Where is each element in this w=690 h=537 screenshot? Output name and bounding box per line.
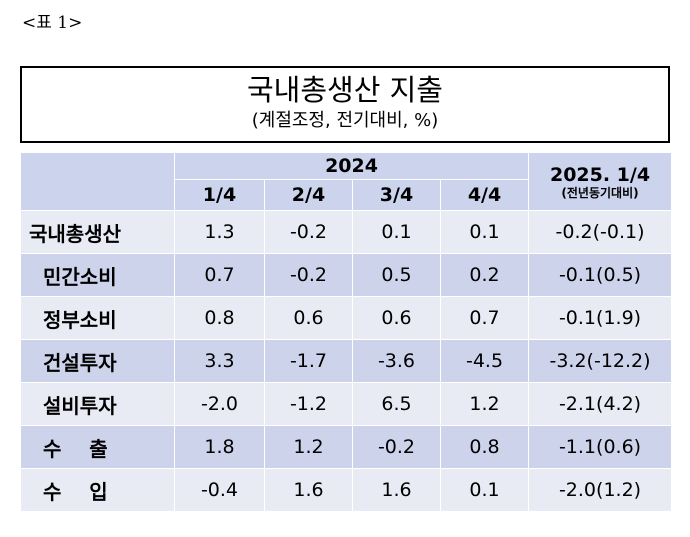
quarter-header: 1/4 [174, 179, 265, 211]
row-label: 수 입 [20, 468, 175, 512]
table-cell: 0.2 [439, 253, 530, 297]
table-cell: -3.2(-12.2) [528, 339, 673, 383]
quarter-header: 2/4 [264, 179, 353, 211]
table-row: 건설투자 3.3 -1.7 -3.6 -4.5 -3.2(-12.2) [20, 339, 673, 383]
table-cell: 1.3 [174, 210, 265, 254]
table-cell: 0.7 [439, 296, 530, 340]
last-col-header-sub: (전년동기대비) [561, 185, 639, 200]
last-col-header-label: 2025. 1/4 [549, 163, 651, 186]
table-row: 국내총생산 1.3 -0.2 0.1 0.1 -0.2(-0.1) [20, 210, 673, 254]
table-cell: 0.6 [352, 296, 441, 340]
table-cell: -2.0 [174, 382, 265, 426]
row-label: 설비투자 [20, 382, 175, 426]
table-cell: -1.1(0.6) [528, 425, 673, 469]
table-cell: 1.6 [352, 468, 441, 512]
table-cell: 6.5 [352, 382, 441, 426]
quarter-header: 3/4 [352, 179, 441, 211]
year-header: 2024 [173, 152, 530, 180]
table-cell: -3.6 [352, 339, 441, 383]
table-row: 설비투자 -2.0 -1.2 6.5 1.2 -2.1(4.2) [20, 382, 673, 426]
table-cell: -2.0(1.2) [528, 468, 673, 512]
table-subtitle: (계절조정, 전기대비, %) [251, 110, 439, 131]
row-label: 정부소비 [20, 296, 175, 340]
table-cell: -2.1(4.2) [528, 382, 673, 426]
table-cell: 0.1 [352, 210, 441, 254]
table-cell: 0.6 [264, 296, 353, 340]
table-cell: -0.2 [264, 210, 353, 254]
table-cell: 0.5 [352, 253, 441, 297]
table-cell: 1.8 [174, 425, 265, 469]
table-row: 수 출 1.8 1.2 -0.2 0.8 -1.1(0.6) [20, 425, 673, 469]
table-cell: -4.5 [439, 339, 530, 383]
table-row: 수 입 -0.4 1.6 1.6 0.1 -2.0(1.2) [20, 468, 673, 512]
table-cell: -0.4 [174, 468, 265, 512]
table-title: 국내총생산 지출 [247, 73, 443, 107]
table-cell: 1.2 [439, 382, 530, 426]
table-cell: 0.1 [439, 468, 530, 512]
table-cell: 1.6 [264, 468, 353, 512]
table-cell: -0.1(0.5) [528, 253, 673, 297]
table-row: 정부소비 0.8 0.6 0.6 0.7 -0.1(1.9) [20, 296, 673, 340]
quarter-header: 4/4 [439, 179, 530, 211]
table-row: 민간소비 0.7 -0.2 0.5 0.2 -0.1(0.5) [20, 253, 673, 297]
table-cell: 0.8 [174, 296, 265, 340]
table-cell: 1.2 [264, 425, 353, 469]
row-label: 수 출 [20, 425, 175, 469]
gdp-expenditure-table: 2024 2025. 1/4 (전년동기대비) 1/4 2/4 3/4 4/4 … [20, 152, 673, 512]
corner-header-cell [20, 152, 175, 211]
row-label: 민간소비 [20, 253, 175, 297]
table-cell: -0.2 [264, 253, 353, 297]
table-number-label: <표 1> [22, 13, 83, 33]
table-cell: 0.7 [174, 253, 265, 297]
title-box: 국내총생산 지출 (계절조정, 전기대비, %) [20, 66, 670, 143]
row-label: 건설투자 [20, 339, 175, 383]
table-cell: -0.1(1.9) [528, 296, 673, 340]
table-cell: 0.8 [439, 425, 530, 469]
last-col-header: 2025. 1/4 (전년동기대비) [528, 152, 673, 211]
table-cell: 3.3 [174, 339, 265, 383]
table-cell: 0.1 [439, 210, 530, 254]
row-label: 국내총생산 [20, 210, 175, 254]
table-cell: -1.7 [264, 339, 353, 383]
table-cell: -0.2(-0.1) [528, 210, 673, 254]
table-cell: -0.2 [352, 425, 441, 469]
table-cell: -1.2 [264, 382, 353, 426]
